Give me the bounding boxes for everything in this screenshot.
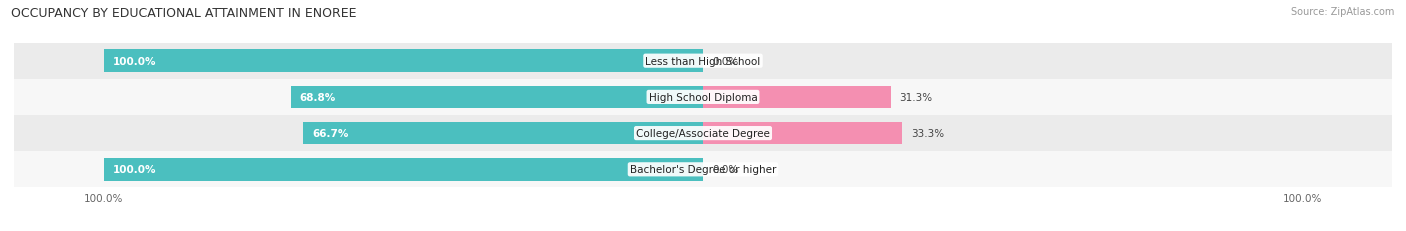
Bar	[14, 43, 1392, 79]
Text: 0.0%: 0.0%	[711, 165, 738, 175]
Text: 33.3%: 33.3%	[911, 128, 945, 139]
Bar	[14, 79, 1392, 116]
Bar	[291, 86, 703, 109]
Bar	[14, 152, 1392, 188]
Text: Source: ZipAtlas.com: Source: ZipAtlas.com	[1291, 7, 1395, 17]
Text: 100.0%: 100.0%	[112, 56, 156, 66]
Text: 100.0%: 100.0%	[112, 165, 156, 175]
Text: Less than High School: Less than High School	[645, 56, 761, 66]
Text: 68.8%: 68.8%	[299, 92, 336, 103]
Bar	[703, 86, 890, 109]
Text: 0.0%: 0.0%	[711, 56, 738, 66]
Text: 66.7%: 66.7%	[312, 128, 349, 139]
Text: OCCUPANCY BY EDUCATIONAL ATTAINMENT IN ENOREE: OCCUPANCY BY EDUCATIONAL ATTAINMENT IN E…	[11, 7, 357, 20]
Text: College/Associate Degree: College/Associate Degree	[636, 128, 770, 139]
Text: 31.3%: 31.3%	[900, 92, 932, 103]
Text: High School Diploma: High School Diploma	[648, 92, 758, 103]
Bar	[104, 50, 703, 73]
Bar	[304, 122, 703, 145]
Text: Bachelor's Degree or higher: Bachelor's Degree or higher	[630, 165, 776, 175]
Bar	[703, 122, 903, 145]
Bar	[104, 158, 703, 181]
Bar	[14, 116, 1392, 152]
